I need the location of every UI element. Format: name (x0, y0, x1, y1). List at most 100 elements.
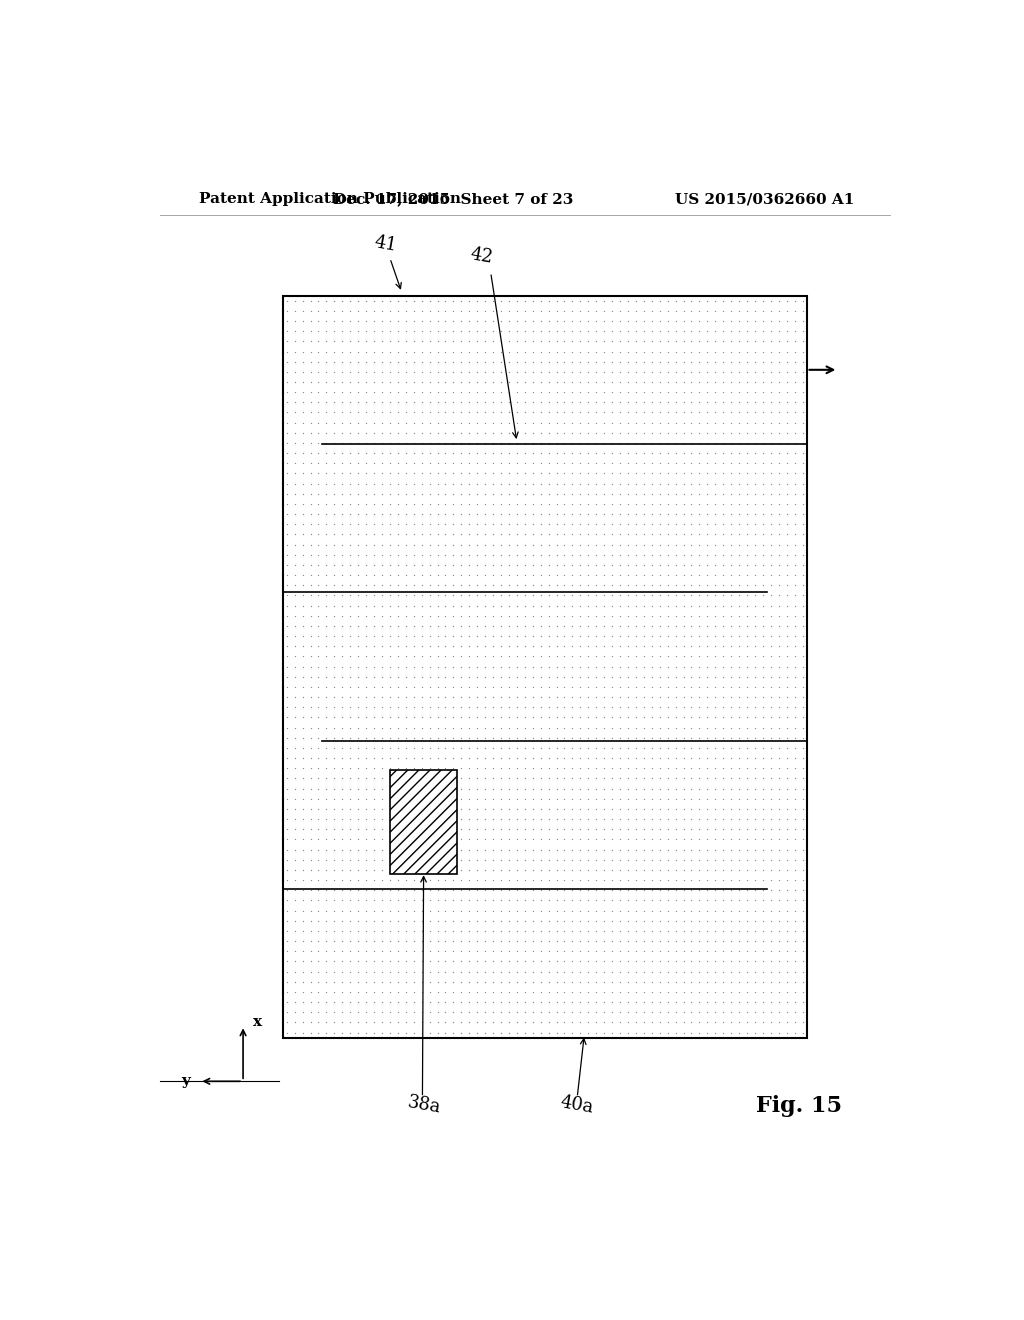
Point (668, 331, 684, 352)
Point (358, 422, 375, 444)
Point (795, 788, 811, 809)
Point (644, 788, 660, 809)
Point (310, 981, 327, 1002)
Point (382, 900, 398, 921)
Point (382, 341, 398, 362)
Point (334, 972, 350, 993)
Point (382, 585, 398, 606)
Point (279, 544, 295, 565)
Point (541, 585, 557, 606)
Point (406, 351, 422, 372)
Point (414, 931, 430, 952)
Point (572, 981, 589, 1002)
Point (382, 290, 398, 312)
Point (493, 422, 509, 444)
Point (517, 453, 534, 474)
Point (374, 351, 390, 372)
Point (556, 463, 572, 484)
Point (279, 697, 295, 718)
Point (414, 840, 430, 861)
Point (668, 799, 684, 820)
Point (746, 310, 763, 331)
Point (327, 961, 343, 982)
Point (651, 535, 668, 556)
Point (302, 920, 318, 941)
Point (358, 747, 375, 768)
Point (556, 401, 572, 422)
Point (485, 513, 502, 535)
Point (771, 900, 787, 921)
Point (318, 931, 335, 952)
Point (517, 799, 534, 820)
Point (556, 442, 572, 463)
Point (778, 972, 795, 993)
Point (795, 483, 811, 504)
Point (406, 849, 422, 870)
Point (604, 941, 621, 962)
Point (691, 503, 708, 524)
Point (549, 808, 565, 829)
Point (659, 503, 676, 524)
Point (755, 310, 771, 331)
Point (485, 331, 502, 352)
Point (501, 859, 517, 880)
Point (572, 331, 589, 352)
Point (628, 442, 644, 463)
Point (771, 686, 787, 708)
Point (549, 788, 565, 809)
Point (517, 554, 534, 576)
Point (708, 483, 724, 504)
Point (572, 656, 589, 677)
Point (659, 362, 676, 383)
Point (691, 300, 708, 321)
Point (723, 341, 739, 362)
Point (517, 524, 534, 545)
Point (406, 788, 422, 809)
Point (279, 931, 295, 952)
Point (485, 900, 502, 921)
Point (731, 808, 748, 829)
Point (795, 310, 811, 331)
Point (334, 738, 350, 759)
Point (746, 605, 763, 626)
Point (501, 362, 517, 383)
Point (628, 799, 644, 820)
Point (350, 544, 367, 565)
Point (445, 524, 462, 545)
Point (755, 676, 771, 697)
Point (374, 1002, 390, 1023)
Point (604, 859, 621, 880)
Point (588, 788, 604, 809)
Point (659, 422, 676, 444)
Point (382, 412, 398, 433)
Point (691, 808, 708, 829)
Point (429, 972, 445, 993)
Point (755, 483, 771, 504)
Point (739, 1011, 756, 1032)
Point (532, 442, 549, 463)
Point (604, 972, 621, 993)
Point (731, 829, 748, 850)
Point (485, 859, 502, 880)
Point (651, 1011, 668, 1032)
Point (755, 738, 771, 759)
Point (461, 321, 477, 342)
Point (501, 494, 517, 515)
Point (310, 829, 327, 850)
Point (556, 351, 572, 372)
Point (397, 911, 414, 932)
Point (485, 1002, 502, 1023)
Point (414, 290, 430, 312)
Point (746, 941, 763, 962)
Point (493, 870, 509, 891)
Point (604, 890, 621, 911)
Point (588, 605, 604, 626)
Point (509, 300, 525, 321)
Point (556, 738, 572, 759)
Point (429, 747, 445, 768)
Point (279, 777, 295, 799)
Point (327, 667, 343, 688)
Point (691, 818, 708, 840)
Point (636, 331, 652, 352)
Point (786, 453, 803, 474)
